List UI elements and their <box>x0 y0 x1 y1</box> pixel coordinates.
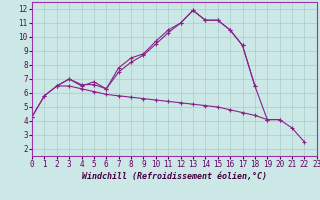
X-axis label: Windchill (Refroidissement éolien,°C): Windchill (Refroidissement éolien,°C) <box>82 172 267 181</box>
